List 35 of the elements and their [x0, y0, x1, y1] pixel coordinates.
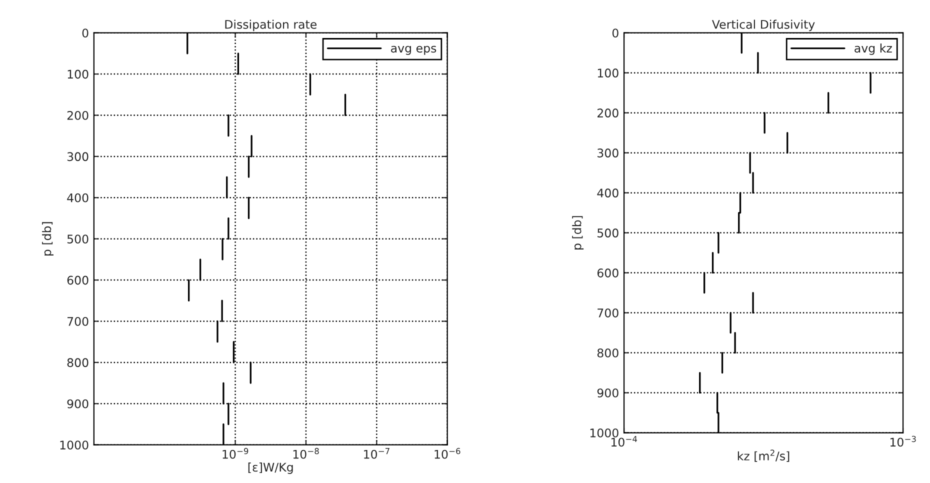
y-tick-label: 300 — [598, 148, 618, 158]
x-axis-title: [ε]W/Kg — [248, 462, 293, 474]
y-tick-label: 500 — [598, 228, 618, 238]
y-tick-label: 200 — [67, 110, 88, 120]
y-axis-title: p [db] — [42, 222, 54, 256]
x-tick-label: 10$^{−3}$ — [890, 436, 916, 447]
y-tick-label: 700 — [598, 308, 618, 318]
y-tick-label: 1000 — [60, 440, 88, 450]
legend-label: avg kz — [854, 43, 892, 55]
legend-label: avg eps — [391, 46, 436, 55]
y-tick-label: 800 — [597, 348, 618, 358]
y-tick-label: 600 — [67, 276, 88, 285]
y-tick-label: 0 — [82, 28, 88, 38]
y-tick-label: 100 — [598, 68, 618, 78]
y-tick-label: 200 — [598, 108, 618, 118]
chart-title: Dissipation rate — [225, 20, 317, 32]
y-tick-label: 700 — [68, 316, 88, 326]
y-tick-label: 500 — [67, 234, 88, 244]
y-tick-label: 1000 — [590, 428, 618, 438]
y-tick-label: 0 — [612, 28, 618, 38]
chart-title: Vertical Difusivity — [712, 20, 815, 32]
y-tick-label: 900 — [597, 388, 618, 398]
y-axis-title: p [db] — [572, 216, 584, 250]
y-tick-label: 800 — [67, 358, 88, 368]
y-tick-label: 600 — [597, 268, 618, 278]
x-axis-title: kz [m$^{2}$/s] — [738, 450, 790, 462]
y-tick-label: 400 — [597, 188, 618, 198]
x-tick-label: 10$^{−6}$ — [434, 448, 460, 459]
x-tick-label: 10$^{−7}$ — [364, 448, 390, 459]
x-tick-label: 10$^{−9}$ — [222, 448, 248, 459]
y-tick-label: 300 — [67, 152, 88, 162]
y-tick-label: 100 — [68, 70, 88, 79]
x-tick-label: 10$^{−8}$ — [293, 448, 319, 459]
y-tick-label: 400 — [67, 193, 88, 202]
y-tick-label: 900 — [67, 399, 88, 408]
